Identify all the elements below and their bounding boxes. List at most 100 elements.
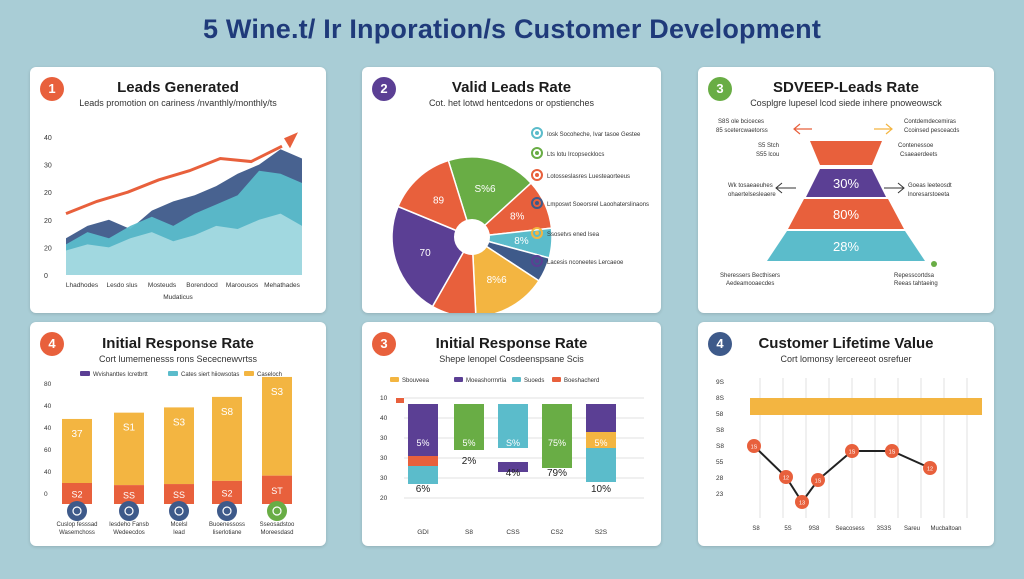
bar-segment <box>212 480 242 504</box>
bar-icon-circle <box>67 501 87 521</box>
bar-icon-circle <box>119 501 139 521</box>
y-tick-label: 20 <box>44 190 52 197</box>
x-tick-sublabel: Wasemchoss <box>59 530 95 536</box>
bar-segment <box>586 404 616 432</box>
person-icon <box>272 506 282 516</box>
legend-label: Lacesis nconeetes Lercaeoe <box>547 260 624 266</box>
funnel-stage-label: 80% <box>833 207 859 222</box>
bar-segment <box>498 462 528 472</box>
bar-value-label: 10% <box>591 484 611 495</box>
data-point-label: 1S <box>751 445 758 451</box>
x-axis-sublabel: Mudaticus <box>163 294 193 301</box>
bar-icon-circle <box>169 501 189 521</box>
legend-marker-dot <box>535 173 539 177</box>
bar-segment <box>114 412 144 486</box>
target-band <box>750 398 982 415</box>
y-tick-label: 23 <box>716 491 724 498</box>
pie-slice-label: 89 <box>433 195 445 206</box>
x-tick-label: Seacosess <box>835 526 864 532</box>
legend-marker <box>531 255 543 267</box>
left-arrow-icon <box>793 123 812 135</box>
funnel-annotation-right: Reeas tahtaeing <box>894 281 938 287</box>
bar-value-label: S% <box>506 438 520 448</box>
person-icon <box>222 506 232 516</box>
y-tick-label: 28 <box>716 475 724 482</box>
data-point <box>795 495 809 509</box>
pie-slice <box>391 205 474 308</box>
person-icon <box>124 506 134 516</box>
panel-valid-leads-rate: 2 Valid Leads Rate Cot. het lotwd hentce… <box>362 67 661 313</box>
bar-segment <box>164 407 194 485</box>
bar-value-label: S1 <box>123 423 136 434</box>
panel-subtitle: Cot. het lotwd hentcedons or opstienches <box>428 98 595 108</box>
bar-segment <box>62 483 92 504</box>
bar-segment <box>408 456 438 466</box>
bar-value-label: 5% <box>462 438 475 448</box>
pie-slice-label: 70 <box>420 248 432 259</box>
y-tick-label: 40 <box>44 469 52 476</box>
y-tick-label: 40 <box>380 415 388 422</box>
y-tick-label: 55 <box>716 459 724 466</box>
trend-line <box>65 144 283 216</box>
x-tick-sublabel: Moreesdasd <box>260 530 293 536</box>
funnel-annotation-left: ohaertelsesleaere <box>728 192 776 198</box>
x-tick-sublabel: Iiserlotiane <box>212 530 242 536</box>
data-point <box>885 444 899 458</box>
bar-value-label: 6% <box>416 484 431 495</box>
valid-leads-pie-chart: S%6 8% 8% 8%6 70 89 Iosk Socoheche, Ivar tasoe… <box>391 127 649 313</box>
bar-value-label: 5% <box>594 438 607 448</box>
bar-segment <box>454 404 484 450</box>
legend-marker <box>531 127 543 139</box>
y-tick-label: 80 <box>44 381 52 388</box>
bar-value-label: S3 <box>173 417 186 428</box>
bar-value-label: SS <box>173 490 185 500</box>
y-tick-label: 30 <box>380 475 388 482</box>
legend-marker-dot <box>535 201 539 205</box>
x-tick-label: Sareu <box>904 526 920 532</box>
bar-value-label: S3 <box>271 387 284 398</box>
data-point <box>747 439 761 453</box>
bar-segment <box>408 466 438 484</box>
bar-value-label: S2 <box>221 488 232 498</box>
status-dot <box>931 261 937 267</box>
legend-label: Lotosseslasres Luesteaorteeus <box>547 174 630 180</box>
x-tick-label: GDI <box>417 529 429 536</box>
response-column-chart: Sbouveea Moeashorrnrtia Suoeds Boeshacherd 1… <box>380 377 644 536</box>
y-tick-label: 0 <box>44 273 48 280</box>
bar-value-label: 75% <box>548 438 566 448</box>
bar-value-label: S8 <box>221 407 234 418</box>
sdveep-funnel-chart: 30% 80% 28% S8S ole bciceces 85 scetercwaeto… <box>716 119 959 287</box>
funnel-stage-label: 30% <box>833 176 859 191</box>
data-point <box>779 470 793 484</box>
funnel-annotation-left: Sheressers Becthisers <box>720 273 780 279</box>
funnel-annotation-left: Wk tosaeaeuhes <box>728 183 773 189</box>
clv-line-chart: 9S 8S 58 S8 S8 55 28 23 1S 12 13 1S 1S 1S 12 S8 5S 9S8 Sea… <box>716 378 982 532</box>
funnel-stage <box>810 141 882 165</box>
legend-label: Sbouveea <box>402 378 430 384</box>
legend-swatch <box>244 371 254 376</box>
data-point-label: 12 <box>783 476 789 482</box>
y-tick-label: 8S <box>716 395 725 402</box>
bar-segment <box>212 396 242 481</box>
panel-initial-response-rate-a: 4 Initial Response Rate Cort lumemenesss… <box>30 322 326 546</box>
pie-slice <box>447 156 533 239</box>
bar-segment <box>542 404 572 468</box>
bar-segment <box>62 418 92 483</box>
bar-segment <box>586 432 616 448</box>
panel-badge: 2 <box>372 77 396 101</box>
y-tick-label: 58 <box>716 411 724 418</box>
bar-segment <box>408 404 438 456</box>
legend-label: Iosk Socoheche, Ivar tasoe Gestee <box>547 132 641 138</box>
x-tick-label: Mosteuds <box>148 282 177 289</box>
y-tick-label: 30 <box>380 435 388 442</box>
funnel-annotation-right: lnoresarstoeeta <box>908 192 950 198</box>
panel-badge: 3 <box>708 77 732 101</box>
legend-label: Cates siert hiiowsotas <box>181 372 239 378</box>
bar-segment <box>262 376 292 476</box>
panel-leads-generated: 1 Leads Generated Leads promotion on car… <box>30 67 326 313</box>
pie-slice-label: 8% <box>510 212 525 223</box>
legend-label: Moeashorrnrtia <box>466 378 507 384</box>
panel-sdveep-leads-rate: 3 SDVEEP-Leads Rate Cosplgre lupesel lco… <box>698 67 994 313</box>
legend-swatch <box>396 398 404 403</box>
x-tick-label: Lesdo slus <box>106 282 138 289</box>
